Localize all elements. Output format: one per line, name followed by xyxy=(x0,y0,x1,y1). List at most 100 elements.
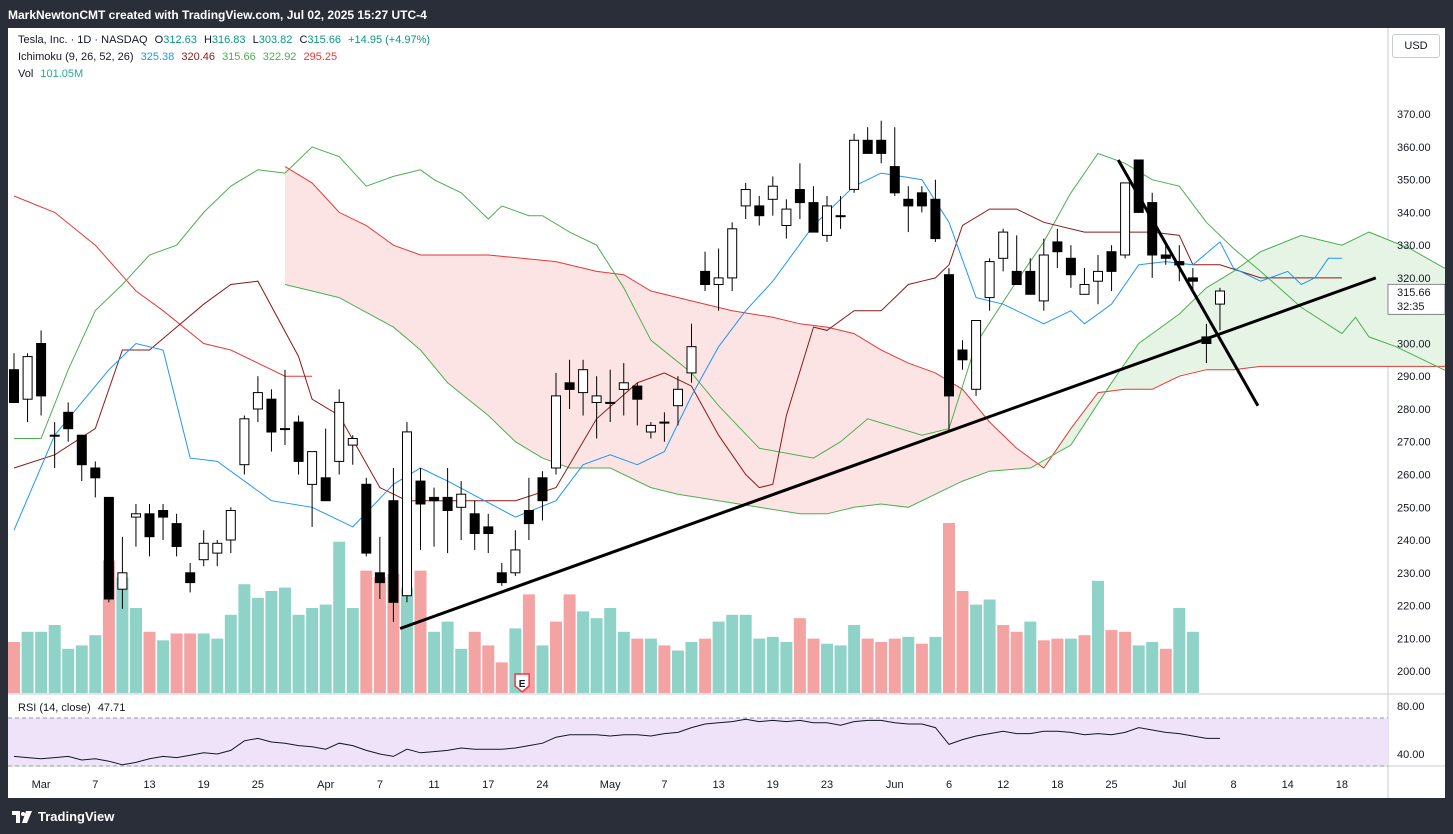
price-tick-label: 250.00 xyxy=(1397,502,1431,514)
volume-bar xyxy=(238,584,251,693)
time-tick-label: 7 xyxy=(377,779,383,791)
candle-down xyxy=(700,270,711,285)
lagging-span-line xyxy=(14,146,1445,459)
legend-row-ichimoku[interactable]: Ichimoku (9, 26, 52, 26) 325.38 320.46 3… xyxy=(18,51,341,63)
candle-up xyxy=(1120,182,1131,256)
volume-bar xyxy=(89,635,102,693)
price-tick-label: 220.00 xyxy=(1397,601,1431,613)
volume-bar xyxy=(536,645,549,693)
candle-down xyxy=(537,477,548,502)
volume-bar xyxy=(1037,640,1050,693)
candle-down xyxy=(361,483,372,554)
volume-bar xyxy=(495,662,508,693)
candle-up xyxy=(727,228,738,279)
ichimoku-kijun-value: 320.46 xyxy=(181,51,215,63)
volume-bar xyxy=(48,625,61,693)
candle-down xyxy=(632,385,643,400)
candle-down xyxy=(944,274,954,397)
volume-bar xyxy=(306,608,319,693)
time-tick-label: 25 xyxy=(252,779,264,791)
volume-bar xyxy=(482,645,495,693)
ichimoku-lagging-value: 315.66 xyxy=(222,51,256,63)
volume-bar xyxy=(211,638,224,693)
candle-up xyxy=(22,356,33,400)
volume-bar xyxy=(1024,621,1037,693)
volume-label: Vol xyxy=(18,68,34,80)
price-tick-label: 300.00 xyxy=(1397,339,1431,351)
candle-down xyxy=(415,480,426,505)
candle-down xyxy=(808,202,819,233)
volume-bar xyxy=(685,642,698,693)
volume-bar xyxy=(821,643,833,693)
candle-down xyxy=(9,369,19,404)
time-tick-label: 17 xyxy=(482,779,494,791)
candle-up xyxy=(239,418,250,466)
earnings-marker-label: E xyxy=(519,679,526,690)
candle-up xyxy=(402,431,412,597)
price-chart[interactable]: 370.00360.00350.00340.00330.00320.00310.… xyxy=(8,28,1445,798)
volume-bar xyxy=(197,633,210,693)
trendline-2 xyxy=(1116,159,1260,407)
volume-bar xyxy=(1119,631,1132,693)
currency-button[interactable]: USD xyxy=(1392,34,1440,58)
candle-down xyxy=(957,349,968,361)
chart-title: MarkNewtonCMT created with TradingView.c… xyxy=(8,8,427,22)
footer-brand[interactable]: TradingView xyxy=(12,808,114,826)
span-b-line xyxy=(284,166,1445,469)
volume-bar xyxy=(699,638,712,693)
volume-bar xyxy=(1173,608,1186,693)
legend-row-volume[interactable]: Vol 101.05M xyxy=(18,68,87,80)
volume-bar xyxy=(943,523,955,693)
candle-down xyxy=(320,477,331,502)
volume-value: 101.05M xyxy=(40,68,84,80)
volume-bar xyxy=(983,599,996,693)
earnings-marker-icon xyxy=(514,673,530,693)
candle-down xyxy=(1147,202,1158,256)
volume-bar xyxy=(35,631,48,693)
open-label: O xyxy=(154,34,164,46)
candle-down xyxy=(36,343,47,397)
price-tick-label: 290.00 xyxy=(1397,371,1431,383)
candle-up xyxy=(578,369,589,394)
candle-up xyxy=(822,205,832,236)
price-tick-label: 200.00 xyxy=(1397,666,1431,678)
candle-down xyxy=(794,189,805,204)
volume-bar xyxy=(292,614,305,693)
volume-bar xyxy=(956,591,969,693)
price-tick-label: 340.00 xyxy=(1397,207,1431,219)
candle-down xyxy=(469,513,480,534)
volume-bar xyxy=(617,631,630,693)
time-tick-label: 6 xyxy=(946,779,952,791)
close-label: C xyxy=(299,34,308,46)
rsi-band xyxy=(8,718,1388,766)
rsi-label: RSI (14, close) xyxy=(18,702,91,714)
candle-down xyxy=(1106,251,1117,272)
time-tick-label: May xyxy=(600,779,621,791)
tenkan-sen-line xyxy=(13,172,1342,531)
volume-bar xyxy=(130,608,142,693)
volume-bar xyxy=(441,621,454,693)
volume-bar xyxy=(915,643,928,693)
candle-down xyxy=(158,510,169,518)
candle-down xyxy=(483,526,494,534)
volume-bar xyxy=(387,574,400,693)
candle-down xyxy=(185,572,196,584)
volume-bar xyxy=(455,648,468,693)
candle-up xyxy=(835,215,846,218)
chart-frame[interactable]: 370.00360.00350.00340.00330.00320.00310.… xyxy=(8,28,1445,798)
volume-bar xyxy=(1105,630,1118,693)
symbol-label[interactable]: Tesla, Inc. · 1D · NASDAQ xyxy=(18,34,148,46)
candle-up xyxy=(781,208,792,227)
volume-bar xyxy=(712,621,725,693)
candle-down xyxy=(903,198,914,207)
candle-up xyxy=(673,388,683,407)
candle-down xyxy=(171,523,182,548)
price-tick-label: 350.00 xyxy=(1397,175,1431,187)
candle-up xyxy=(551,395,561,469)
volume-bar xyxy=(251,597,264,693)
volume-bar xyxy=(333,541,346,693)
volume-bar xyxy=(739,614,752,693)
kijun-sen-line xyxy=(13,208,1342,502)
volume-bar xyxy=(157,640,170,693)
legend-row-rsi[interactable]: RSI (14, close) 47.71 xyxy=(18,702,129,714)
